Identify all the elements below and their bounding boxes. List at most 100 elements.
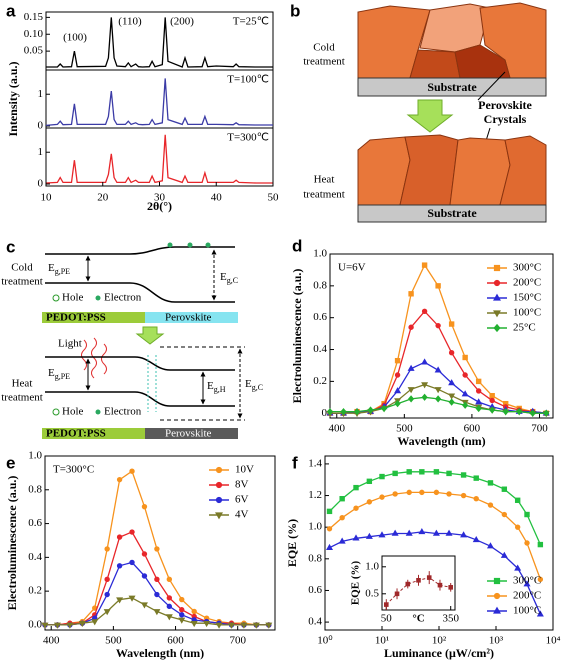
marker (215, 512, 223, 520)
marker (394, 357, 401, 364)
marker (493, 606, 501, 614)
marker (473, 496, 479, 502)
marker (448, 398, 455, 406)
label: Eg,C (220, 271, 238, 285)
series-label: T=300℃ (227, 132, 269, 144)
marker (489, 397, 495, 404)
marker (179, 612, 185, 618)
marker (405, 581, 411, 587)
marker (394, 372, 401, 378)
marker (128, 595, 136, 602)
legend-label: 6V (235, 494, 249, 506)
hole-icon (52, 294, 60, 302)
x-tick-label: 20 (97, 192, 109, 204)
x-tick-label: 500 (105, 635, 122, 647)
marker (166, 576, 173, 583)
marker (448, 393, 456, 400)
marker (489, 406, 496, 414)
marker (421, 308, 428, 315)
marker (41, 622, 49, 629)
marker (514, 564, 522, 571)
label-main: E (245, 378, 252, 390)
y-tick-label: 0.2 (313, 375, 327, 387)
marker (432, 529, 440, 536)
marker (421, 358, 429, 365)
marker (475, 388, 482, 394)
panel-b: b Cold treatment Substrate Perovskite Cr… (290, 1, 547, 223)
inset-y-title: EQE (%) (350, 561, 362, 606)
y-tick-label: 0.0 (28, 618, 42, 630)
marker (537, 541, 544, 548)
band-edge (45, 282, 235, 303)
marker (472, 535, 480, 543)
marker (475, 404, 482, 413)
crystals-heat (357, 134, 547, 206)
marker (154, 546, 160, 552)
peak-label: (110) (118, 16, 142, 28)
x-tick-label: 700 (531, 423, 548, 435)
label-sub: g,C (227, 276, 238, 285)
label: Perovskite (165, 312, 212, 324)
marker (421, 393, 428, 401)
y-axis-title: Electroluminescence (a.u.) (290, 269, 304, 404)
pedot-layer (42, 312, 145, 323)
label: Electron (104, 406, 142, 418)
arrow (406, 99, 454, 133)
marker (434, 387, 442, 394)
marker (407, 364, 415, 371)
marker (215, 622, 223, 629)
peak-label: (100) (63, 32, 87, 44)
marker (493, 323, 501, 333)
electron-icon (95, 295, 101, 301)
marker (493, 577, 501, 585)
x-tick-label: 10 (41, 192, 53, 204)
electrons (167, 242, 211, 248)
y-tick-label: 0 (38, 178, 44, 190)
marker (514, 524, 521, 530)
band-edge (45, 246, 235, 255)
x-tick-label: 30 (154, 192, 166, 204)
label: Eg,PE (48, 367, 70, 381)
marker (408, 324, 414, 330)
marker (394, 591, 400, 597)
label-sub: g,PE (55, 267, 70, 276)
label-sub: g,C (252, 383, 263, 392)
marker (462, 354, 468, 361)
label: treatment (1, 276, 43, 288)
plot-frame (44, 455, 276, 631)
panel-label: b (290, 1, 300, 20)
panel-label: d (292, 236, 302, 255)
marker (252, 622, 260, 629)
marker (493, 279, 501, 287)
x-tick-label: 10² (432, 635, 447, 647)
marker (391, 529, 399, 536)
marker (153, 609, 161, 616)
perovskite-layer (145, 428, 238, 439)
marker (461, 390, 469, 397)
y-tick-label: 1 (38, 146, 44, 158)
marker (524, 540, 530, 546)
label: Electron (104, 292, 142, 304)
marker (103, 609, 111, 616)
x-tick-label: 400 (43, 635, 60, 647)
marker (379, 494, 385, 500)
arrow (135, 326, 165, 345)
substrate (357, 77, 547, 97)
marker (448, 321, 455, 327)
marker (367, 406, 374, 414)
y-tick-label: 0.05 (24, 45, 44, 57)
marker (116, 476, 123, 483)
marker (406, 469, 412, 475)
marker (433, 469, 440, 475)
label: Cold (313, 42, 335, 54)
label: Heat (314, 174, 335, 186)
marker (141, 573, 148, 579)
y-tick-label: 0.2 (28, 585, 42, 597)
perovskite-layer (145, 312, 238, 323)
label: treatment (303, 189, 345, 201)
marker (418, 528, 426, 535)
marker (104, 591, 110, 598)
y-tick-label: 1.4 (308, 457, 322, 469)
marker (416, 578, 421, 583)
